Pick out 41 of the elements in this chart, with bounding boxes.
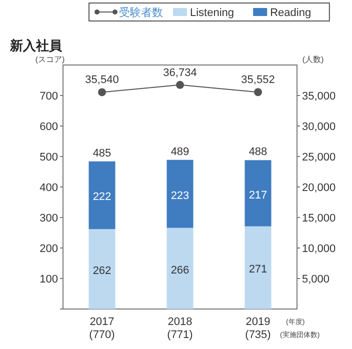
total-label: 488 xyxy=(248,146,268,158)
y-tick-label: 200 xyxy=(40,243,58,255)
x-tick-label: 2017 (770) xyxy=(89,316,115,341)
x-tick-label: 2019 (735) xyxy=(245,316,271,341)
legend-label: Reading xyxy=(270,7,312,19)
x-tick-label: 2018 (771) xyxy=(167,316,193,341)
bar xyxy=(244,160,272,226)
bar xyxy=(166,228,194,309)
bar xyxy=(166,160,194,228)
bar xyxy=(88,161,116,230)
data-label: 266 xyxy=(170,264,190,276)
y-tick-label: 500 xyxy=(40,152,58,164)
data-label: 271 xyxy=(248,264,268,276)
legend-label: Listening xyxy=(190,7,234,19)
y2-tick-label: 15,000 xyxy=(302,212,336,224)
y-tick-label: 300 xyxy=(40,212,58,224)
y2-tick-label: 20,000 xyxy=(302,182,336,194)
data-label: 35,540 xyxy=(85,74,119,86)
total-label: 489 xyxy=(170,146,190,158)
data-label: 35,552 xyxy=(241,74,275,86)
y-tick-label: 400 xyxy=(40,182,58,194)
data-label: 262 xyxy=(92,265,112,278)
chart-title: 新入社員 xyxy=(9,38,63,53)
y-tick-label: 700 xyxy=(40,90,58,102)
y2-tick-label: 5,000 xyxy=(302,274,330,286)
data-label: 217 xyxy=(248,189,268,202)
y2-axis-title: (人数) xyxy=(302,55,324,64)
data-label: 36,734 xyxy=(163,66,197,79)
bar xyxy=(88,229,116,309)
data-label: 222 xyxy=(92,191,112,204)
y-axis-title: (スコア) xyxy=(35,55,65,64)
legend-label: 受験者数 xyxy=(119,6,163,19)
y2-tick-label: 30,000 xyxy=(302,121,336,133)
y2-tick-label: 25,000 xyxy=(302,152,336,164)
y-tick-label: 100 xyxy=(40,274,58,286)
total-label: 485 xyxy=(92,147,112,160)
data-label: 223 xyxy=(170,190,190,202)
y2-tick-label: 35,000 xyxy=(302,90,336,102)
bar xyxy=(244,226,272,309)
y-tick-label: 600 xyxy=(40,121,58,133)
y2-tick-label: 10,000 xyxy=(302,243,336,255)
